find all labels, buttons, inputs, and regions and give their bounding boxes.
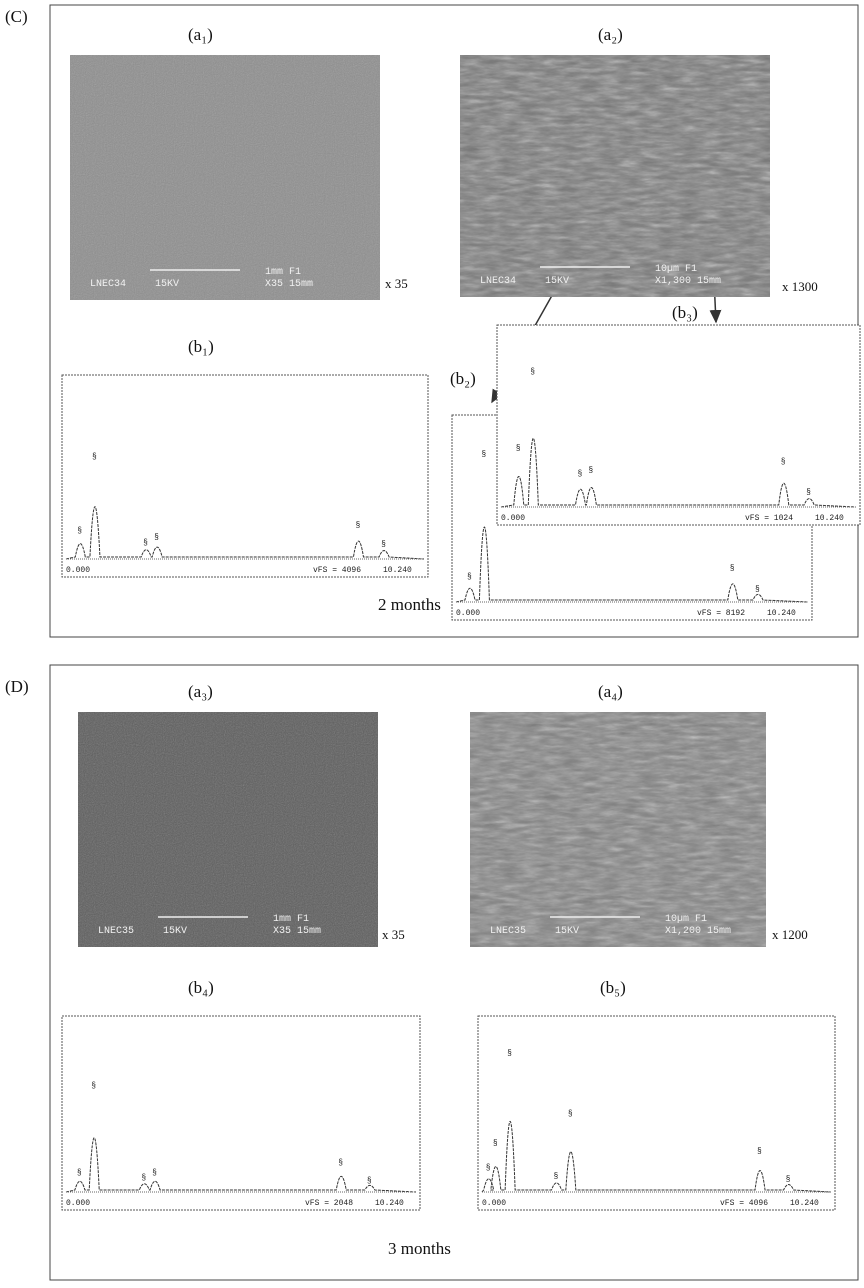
- image-label: (a₂): [598, 25, 623, 44]
- duration-note: 3 months: [388, 1239, 451, 1258]
- peak-marker: §: [588, 466, 593, 475]
- x-start: 0.000: [66, 1199, 90, 1208]
- image-label: (a₄): [598, 682, 623, 701]
- image-overlay: 10µm F1: [665, 914, 707, 925]
- image-overlay: 1mm F1: [265, 267, 301, 278]
- peak-marker: §: [355, 521, 360, 530]
- x-start: 0.000: [66, 566, 90, 575]
- spectrum-frame: [478, 1016, 835, 1210]
- peak-marker: §: [493, 1139, 498, 1148]
- spectrum-label: (b₁): [188, 337, 214, 356]
- x-start: 0.000: [501, 514, 525, 523]
- peak-marker: §: [757, 1147, 762, 1156]
- image-overlay: LNEC35: [490, 926, 526, 937]
- x-end: 10.240: [767, 609, 796, 618]
- sem-texture: [470, 712, 766, 947]
- peak-marker: §: [481, 450, 486, 459]
- peak-marker: §: [154, 533, 159, 542]
- x-start: 0.000: [456, 609, 480, 618]
- magnification: x 1200: [772, 927, 808, 942]
- image-overlay: 15KV: [163, 926, 187, 937]
- sem-texture: [70, 55, 380, 300]
- image-overlay: LNEC34: [480, 276, 516, 287]
- x-end: 10.240: [790, 1199, 819, 1208]
- image-overlay: X35 15mm: [273, 926, 321, 937]
- peak-marker: §: [91, 1082, 96, 1091]
- image-label: (a₃): [188, 682, 213, 701]
- sem-texture: [460, 55, 770, 297]
- image-overlay: X1,200 15mm: [665, 926, 731, 937]
- panel-label: (D): [5, 677, 29, 696]
- peak-marker: §: [141, 1173, 146, 1182]
- image-overlay: 15KV: [555, 926, 579, 937]
- x-end: 10.240: [815, 514, 844, 523]
- peak-marker: §: [92, 452, 97, 461]
- image-overlay: LNEC35: [98, 926, 134, 937]
- full-scale: vFS = 4096: [313, 566, 361, 575]
- peak-marker: §: [467, 573, 472, 582]
- x-end: 10.240: [383, 566, 412, 575]
- panel-label: (C): [5, 7, 28, 26]
- magnification: x 35: [382, 927, 405, 942]
- peak-marker: §: [143, 538, 148, 547]
- spectrum-label: (b₄): [188, 978, 214, 997]
- peak-marker: §: [152, 1169, 157, 1178]
- image-overlay: 10µm F1: [655, 264, 697, 275]
- magnification: x 1300: [782, 279, 818, 294]
- image-overlay: 15KV: [155, 279, 179, 290]
- peak-marker: §: [730, 564, 735, 573]
- full-scale: vFS = 8192: [697, 609, 745, 618]
- figure: (C)2 months(a₁)x 35LNEC3415KV1mm F1X35 1…: [0, 0, 864, 1283]
- sem-texture: [78, 712, 378, 947]
- peak-marker: §: [577, 470, 582, 479]
- image-overlay: X35 15mm: [265, 279, 313, 290]
- duration-note: 2 months: [378, 595, 441, 614]
- x-end: 10.240: [375, 1199, 404, 1208]
- image-overlay: LNEC34: [90, 279, 126, 290]
- peak-marker: §: [77, 1169, 82, 1178]
- peak-marker: §: [338, 1159, 343, 1168]
- spectrum-label: (b₂): [450, 369, 476, 388]
- spectrum-label: (b₅): [600, 978, 626, 997]
- peak-marker: §: [554, 1172, 559, 1181]
- image-label: (a₁): [188, 25, 213, 44]
- magnification: x 35: [385, 276, 408, 291]
- peak-marker: §: [755, 585, 760, 594]
- image-overlay: 1mm F1: [273, 914, 309, 925]
- full-scale: vFS = 1024: [745, 514, 793, 523]
- full-scale: vFS = 2048: [305, 1199, 353, 1208]
- spectrum-label: (b₃): [672, 303, 698, 322]
- peak-marker: §: [568, 1109, 573, 1118]
- x-start: 0.000: [482, 1199, 506, 1208]
- peak-marker: §: [516, 444, 521, 453]
- peak-marker: §: [367, 1177, 372, 1186]
- image-overlay: 15KV: [545, 276, 569, 287]
- spectrum-frame: [62, 375, 428, 577]
- peak-marker: §: [781, 458, 786, 467]
- peak-marker: §: [806, 488, 811, 497]
- peak-marker: §: [77, 526, 82, 535]
- full-scale: vFS = 4096: [720, 1199, 768, 1208]
- image-overlay: X1,300 15mm: [655, 276, 721, 287]
- peak-marker: §: [486, 1164, 491, 1173]
- peak-marker: §: [786, 1175, 791, 1184]
- peak-marker: §: [507, 1049, 512, 1058]
- peak-marker: §: [381, 540, 386, 549]
- peak-marker: §: [530, 368, 535, 377]
